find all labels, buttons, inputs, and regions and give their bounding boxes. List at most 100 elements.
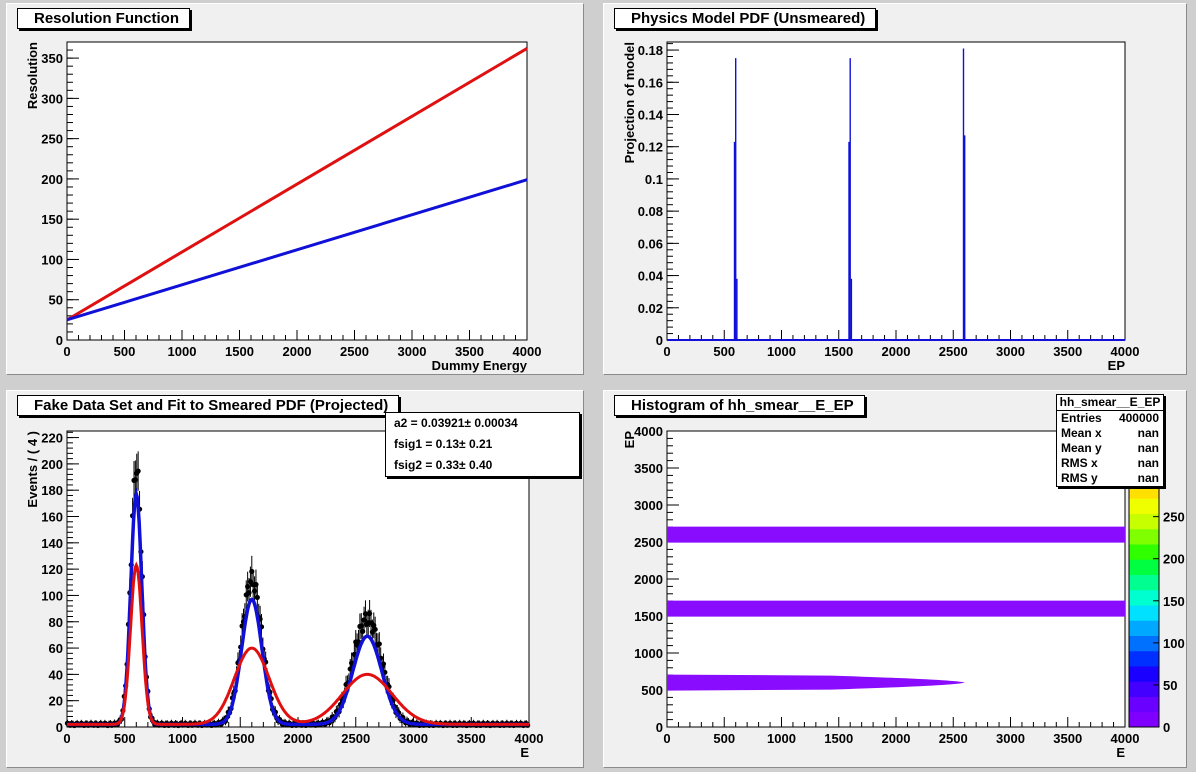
fit-param-error: ± 0.00034 — [464, 416, 518, 430]
y-tick-label: 220 — [41, 431, 63, 446]
palette-cell — [1129, 574, 1159, 591]
resolution-function-pad: 0 500 1000 1500 2000 2500 3000 3500 4000 0 50 100 15… — [6, 3, 584, 375]
physics-model-plot: 0 500 1000 1500 2000 2500 3000 3500 4000 0 0.02 0.0… — [622, 41, 1140, 373]
x-tick-label: 1500 — [226, 731, 255, 746]
palette-cell — [1129, 620, 1159, 636]
palette-cell — [1129, 528, 1159, 545]
x-tick-label: 500 — [114, 731, 136, 746]
histogram-band — [667, 526, 1125, 543]
stats-value: 400000 — [1118, 411, 1159, 425]
histogram-2d-pad: 0 500 1000 1500 2000 2500 3000 3500 4000 0 500 1000… — [603, 390, 1187, 768]
fit-param-label: a2 = 0.03921 — [394, 416, 465, 430]
x-tick-label: 3000 — [398, 344, 427, 359]
x-tick-label: 3000 — [996, 344, 1025, 359]
x-tick-label: 2000 — [283, 344, 312, 359]
palette-cell — [1129, 544, 1159, 560]
x-axis-label: EP — [1108, 358, 1126, 373]
data-point — [135, 468, 141, 474]
stats-value: nan — [1137, 426, 1159, 440]
palette-cell — [1129, 711, 1159, 728]
y-axis-label: Projection of model — [622, 42, 637, 163]
palette-cell — [1129, 650, 1159, 667]
y-tick-label: 200 — [41, 457, 63, 472]
y-tick-label: 0 — [56, 720, 63, 735]
resolution-function-plot: 0 500 1000 1500 2000 2500 3000 3500 4000 0 50 100 15… — [25, 41, 541, 373]
palette-cell — [1129, 696, 1159, 713]
data-point — [372, 626, 378, 632]
x-tick-label: 4000 — [1111, 344, 1140, 359]
x-tick-label: 2500 — [341, 731, 370, 746]
palette-cell — [1129, 559, 1159, 575]
y-tick-label: 4000 — [634, 424, 663, 439]
y-tick-label: 2000 — [634, 572, 663, 587]
x-axis-label: E — [520, 745, 529, 760]
y-tick-label: 0.18 — [638, 43, 663, 58]
histogram-band — [667, 674, 965, 691]
histogram-2d-plot: 0 500 1000 1500 2000 2500 3000 3500 400005001000… — [622, 424, 1185, 760]
fake-data-plot: 0 500 1000 1500 2000 2500 3000 3500 4000 0 20 40 60 8… — [25, 430, 543, 760]
x-tick-label: 1000 — [168, 731, 197, 746]
data-point — [254, 594, 260, 601]
palette-cell — [1129, 666, 1159, 682]
y-tick-label: 200 — [41, 172, 63, 187]
data-point — [376, 641, 382, 647]
fit-param-error: ± 0.21 — [459, 437, 493, 451]
plot-frame — [666, 41, 1126, 341]
resolution-line — [66, 178, 528, 322]
y-tick-label: 2500 — [634, 535, 663, 550]
stats-value: nan — [1137, 456, 1159, 470]
plot-frame — [66, 41, 528, 341]
stats-label: Mean y — [1061, 441, 1102, 455]
stats-label: RMS y — [1061, 471, 1098, 485]
x-tick-label: 2500 — [340, 344, 369, 359]
palette-cell — [1129, 681, 1159, 697]
y-tick-label: 500 — [641, 683, 663, 698]
y-tick-label: 140 — [41, 536, 63, 551]
x-tick-label: 3000 — [399, 731, 428, 746]
y-tick-label: 160 — [41, 510, 63, 525]
x-tick-label: 2000 — [882, 731, 911, 746]
y-tick-label: 0 — [656, 720, 663, 735]
y-tick-label: 0.1 — [645, 172, 663, 187]
x-tick-label: 3500 — [1053, 731, 1082, 746]
fit-param-row: a2 = 0.03921± 0.00034 — [386, 413, 579, 434]
y-tick-label: 350 — [41, 51, 63, 66]
stats-row: RMS y nan — [1057, 471, 1163, 486]
palette-cell — [1129, 498, 1159, 514]
palette-tick-label: 0 — [1163, 720, 1170, 735]
x-tick-label: 0 — [63, 344, 70, 359]
x-tick-label: 1000 — [767, 731, 796, 746]
x-tick-label: 1500 — [824, 344, 853, 359]
y-tick-label: 3000 — [634, 498, 663, 513]
y-tick-label: 100 — [41, 252, 63, 267]
stats-label: RMS x — [1061, 456, 1098, 470]
stats-name: hh_smear__E_EP — [1057, 395, 1163, 411]
x-tick-label: 1500 — [824, 731, 853, 746]
stats-value: nan — [1137, 471, 1159, 485]
x-tick-label: 3500 — [457, 731, 486, 746]
fit-param-row: fsig2 = 0.33± 0.40 — [386, 455, 579, 476]
y-tick-label: 0.14 — [638, 107, 664, 122]
y-tick-label: 0.04 — [638, 269, 664, 284]
stats-row: RMS x nan — [1057, 456, 1163, 471]
chart-title: Resolution Function — [17, 8, 190, 29]
y-tick-label: 80 — [49, 615, 63, 630]
x-tick-label: 3000 — [996, 731, 1025, 746]
fit-param-error: ± 0.40 — [459, 458, 493, 472]
x-tick-label: 500 — [713, 344, 735, 359]
y-tick-label: 0.08 — [638, 204, 663, 219]
y-tick-label: 0.06 — [638, 236, 663, 251]
x-tick-label: 2500 — [939, 344, 968, 359]
chart-title: Fake Data Set and Fit to Smeared PDF (Pr… — [17, 395, 400, 416]
palette-cell — [1129, 513, 1159, 530]
stats-box: hh_smear__E_EP Entries 400000 Mean x nan M… — [1056, 394, 1164, 487]
x-tick-label: 0 — [663, 344, 670, 359]
y-axis-label: Resolution — [25, 42, 40, 109]
x-tick-label: 2000 — [284, 731, 313, 746]
y-tick-label: 150 — [41, 212, 63, 227]
stats-value: nan — [1137, 441, 1159, 455]
x-tick-label: 1000 — [168, 344, 197, 359]
x-tick-label: 3500 — [1053, 344, 1082, 359]
y-tick-label: 300 — [41, 91, 63, 106]
histogram-band — [667, 600, 1125, 617]
